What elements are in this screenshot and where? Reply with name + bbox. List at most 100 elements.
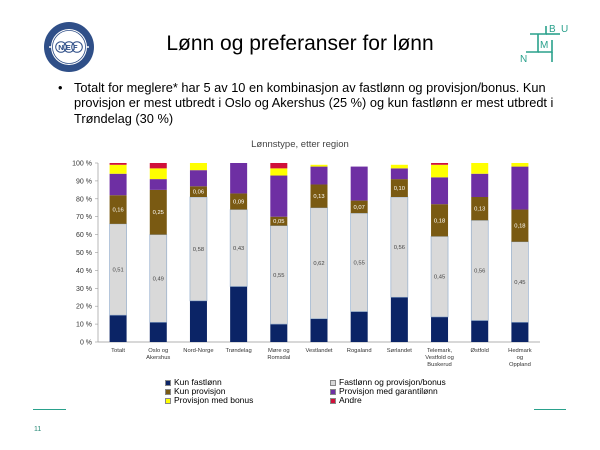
legend-swatch xyxy=(330,397,336,404)
x-tick-label-line: og xyxy=(517,355,523,361)
data-label: 0,06 xyxy=(193,190,204,196)
svg-text:U: U xyxy=(561,24,568,35)
data-label: 0,58 xyxy=(193,247,204,253)
data-label: 0,55 xyxy=(273,273,284,279)
data-label: 0,51 xyxy=(112,268,123,274)
x-tick-label-line: Nord-Norge xyxy=(183,348,213,354)
y-tick-label: 10 % xyxy=(76,322,92,329)
bar-segment xyxy=(471,173,489,198)
x-tick-label-line: Telemark, xyxy=(427,348,453,354)
bar-segment xyxy=(310,166,328,185)
x-tick-label: Trøndelag xyxy=(226,348,252,354)
bar-segment xyxy=(431,316,449,342)
bar-segment xyxy=(149,163,167,169)
bar-segment xyxy=(230,286,248,342)
x-tick-label: Østfold xyxy=(471,348,489,354)
legend-item: Provisjon med garantilønn xyxy=(330,387,495,396)
legend-swatch xyxy=(330,388,336,395)
bar-segment xyxy=(109,195,127,224)
bar-segment xyxy=(431,164,449,178)
data-label: 0,13 xyxy=(313,194,324,200)
x-tick-label-line: Oslo og xyxy=(148,348,168,354)
bar-segment xyxy=(189,300,207,342)
x-tick-label-line: Akershus xyxy=(146,355,170,361)
bar-segment xyxy=(511,322,529,342)
bar-segment xyxy=(270,163,288,169)
bar-segment xyxy=(471,320,489,342)
legend-item: Provisjon med bonus xyxy=(165,396,330,405)
x-tick-label: Rogaland xyxy=(347,348,372,354)
bullet-dot: • xyxy=(58,80,63,95)
bar-segment xyxy=(390,164,408,169)
data-label: 0,07 xyxy=(354,205,365,211)
data-label: 0,45 xyxy=(514,280,525,286)
bar-segment xyxy=(511,166,529,210)
data-label: 0,49 xyxy=(153,276,164,282)
legend-item: Kun fastlønn xyxy=(165,378,330,387)
x-tick-label: Vestlandet xyxy=(305,348,332,354)
bar-segment xyxy=(109,163,127,165)
bar-segment xyxy=(189,170,207,187)
x-tick-label-line: Rogaland xyxy=(347,348,372,354)
chart-legend: Kun fastlønn Fastlønn og provisjon/bonus K… xyxy=(165,378,495,405)
footer-rule-left xyxy=(33,409,66,410)
y-tick-label: 70 % xyxy=(76,214,92,221)
data-label: 0,05 xyxy=(273,219,284,225)
bar-segment xyxy=(390,168,408,180)
bar-segment xyxy=(350,200,368,214)
legend-item: Andre xyxy=(330,396,495,405)
footer-rule-right xyxy=(534,409,566,410)
bar-segment xyxy=(109,173,127,196)
legend-label: Kun provisjon xyxy=(174,386,226,396)
x-tick-label: Møre og Romsdal xyxy=(267,348,290,361)
legend-swatch xyxy=(330,379,336,386)
bar-segment xyxy=(471,163,489,174)
bar-segment xyxy=(270,216,288,226)
data-label: 0,56 xyxy=(474,268,485,274)
data-label: 0,18 xyxy=(434,218,445,224)
legend-swatch xyxy=(165,379,171,386)
y-tick-label: 60 % xyxy=(76,232,92,239)
svg-text:NEF: NEF xyxy=(58,43,80,52)
svg-text:B: B xyxy=(549,24,556,35)
bar-segment xyxy=(270,168,288,176)
x-tick-label: Sørlandet xyxy=(387,348,413,354)
x-tick-label-line: Vestlandet xyxy=(305,348,332,354)
bar-segment xyxy=(431,204,449,237)
data-label: 0,56 xyxy=(394,245,405,251)
nmbu-logo: B U M N xyxy=(520,24,568,65)
data-label: 0,18 xyxy=(514,224,525,230)
legend-item: Kun provisjon xyxy=(165,387,330,396)
bar-segment xyxy=(431,177,449,205)
x-tick-label-line: Buskerud xyxy=(427,362,452,368)
data-label: 0,13 xyxy=(474,207,485,213)
x-tick-label-line: Østfold xyxy=(471,348,489,354)
x-tick-label: Nord-Norge xyxy=(183,348,213,354)
bar-segment xyxy=(431,163,449,165)
data-label: 0,62 xyxy=(313,261,324,267)
bar-segment xyxy=(310,184,328,208)
chart-title: Lønnstype, etter region xyxy=(251,139,349,150)
bar-segment xyxy=(471,197,489,221)
data-label: 0,16 xyxy=(112,208,123,214)
bar-segment xyxy=(270,324,288,342)
x-tick-label-line: Totalt xyxy=(111,348,125,354)
data-label: 0,09 xyxy=(233,199,244,205)
legend-label: Fastlønn og provisjon/bonus xyxy=(339,377,446,387)
bar-segment xyxy=(390,179,408,198)
y-tick-label: 80 % xyxy=(76,196,92,203)
bar-segment xyxy=(350,311,368,342)
bar-segment xyxy=(230,163,248,194)
y-tick-label: 100 % xyxy=(72,161,92,168)
x-tick-label-line: Romsdal xyxy=(267,355,290,361)
x-tick-label-line: Oppland xyxy=(509,362,531,368)
y-tick-label: 90 % xyxy=(76,178,92,185)
nef-logo: NEF xyxy=(44,22,94,72)
legend-item: Fastlønn og provisjon/bonus xyxy=(330,378,495,387)
x-tick-label-line: Hedmark xyxy=(508,348,532,354)
legend-label: Kun fastlønn xyxy=(174,377,222,387)
x-tick-label: Telemark, Vestfold og Buskerud xyxy=(425,348,454,368)
svg-text:N: N xyxy=(520,54,527,65)
bar-segment xyxy=(511,209,529,242)
